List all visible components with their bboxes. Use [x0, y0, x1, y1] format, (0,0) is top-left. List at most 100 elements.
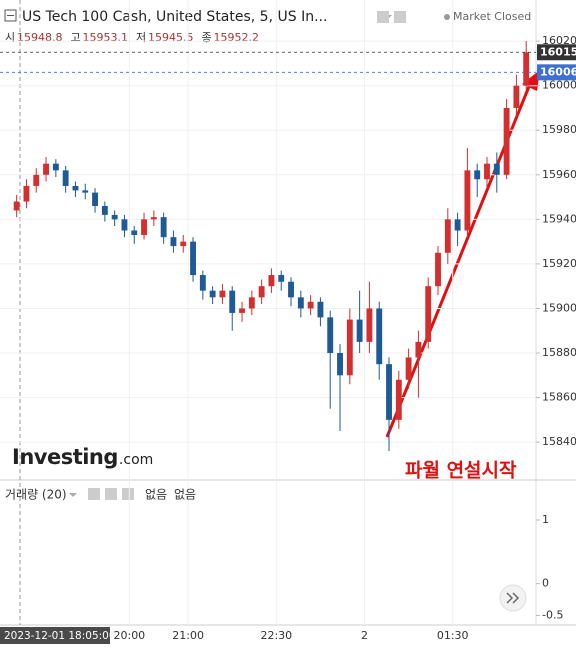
panel-icon[interactable] [88, 488, 100, 500]
candle-body [415, 341, 422, 358]
candle-body [209, 290, 216, 298]
candle-body [356, 319, 363, 342]
candle-body [13, 201, 20, 211]
settings-icon[interactable] [394, 11, 406, 23]
candle-body [62, 170, 69, 186]
candle-body [395, 379, 402, 420]
watermark: Investing [12, 445, 118, 469]
ohlc-label: 종 [202, 31, 212, 44]
collapse-icon[interactable] [4, 9, 17, 22]
candle-body [258, 286, 265, 298]
panel-value: 없음 [174, 488, 196, 502]
candle-body [33, 174, 40, 186]
candle-body [52, 163, 59, 171]
x-tick-label: 21:00 [172, 629, 204, 642]
candle-body [346, 319, 353, 376]
status-dot [444, 14, 450, 20]
candle-body [101, 205, 108, 215]
candle-body [307, 301, 314, 309]
candle-body [444, 219, 451, 253]
candle-body [170, 237, 177, 247]
price-label-box [537, 44, 576, 61]
y-tick-label: 15960 [542, 168, 576, 181]
x-tick-label: 2 [361, 629, 368, 642]
watermark-suffix: .com [119, 452, 153, 468]
candle-body [337, 353, 343, 376]
y-tick-label: 15980 [542, 123, 576, 136]
candle-body [268, 275, 275, 287]
candle-body [513, 85, 520, 108]
price-label-box [537, 64, 576, 81]
ohlc-value: 15945.5 [148, 31, 194, 44]
dropdown-icon[interactable] [69, 493, 77, 497]
panel-title: 거래량 (20) [5, 488, 67, 502]
candle-body [131, 230, 138, 235]
y-tick-label: 15880 [542, 346, 576, 359]
candle-body [160, 217, 167, 238]
candle-body [317, 301, 324, 318]
candle-body [229, 290, 236, 313]
price-label: 16006. [540, 65, 576, 78]
candle-body [219, 290, 226, 298]
x-tick-label: 20:00 [113, 629, 145, 642]
candle-body [454, 219, 461, 231]
candle-body [376, 308, 383, 365]
panel-icon[interactable] [105, 488, 117, 500]
candle-body [82, 190, 89, 193]
candle-body [92, 192, 98, 206]
candle-body [523, 52, 530, 86]
y-tick-label: 15900 [542, 301, 576, 314]
candle-body [111, 214, 118, 220]
candle-body [141, 219, 147, 235]
ohlc-label: 저 [136, 31, 146, 44]
candle-body [464, 170, 471, 231]
candle-body [150, 217, 157, 220]
candle-body [503, 107, 510, 175]
y-tick-label: 0 [542, 577, 549, 590]
panel-icon[interactable] [122, 488, 134, 500]
crosshair-label: 2023-12-01 18:05:00 [4, 630, 116, 642]
candle-body [327, 317, 334, 354]
market-status: Market Closed [453, 10, 531, 23]
y-tick-label: 1 [542, 513, 549, 526]
ohlc-value: 15953.1 [83, 31, 129, 44]
y-tick-label: 16020 [542, 34, 576, 47]
y-tick-label: -0.5 [542, 608, 563, 621]
candle-body [190, 241, 196, 276]
annotation: 파월 연설시작 [405, 460, 517, 482]
candle-body [366, 308, 373, 342]
scroll-icon [506, 592, 520, 604]
candle-body [199, 275, 206, 291]
y-tick-label: 16000. [542, 79, 576, 92]
candle-body [239, 308, 245, 313]
symbol-title: US Tech 100 Cash, United States, 5, US I… [22, 9, 327, 25]
price-label: 16015. [540, 45, 576, 58]
ohlc-value: 15952.2 [214, 31, 260, 44]
x-tick-label: 01:30 [437, 629, 469, 642]
y-tick-label: 15920 [542, 257, 576, 270]
candle-body [493, 163, 500, 175]
candle-body [72, 185, 79, 191]
panel-value: 없음 [145, 488, 167, 502]
y-tick-label: 15940 [542, 212, 576, 225]
candle-body [484, 163, 490, 180]
candle-body [278, 275, 285, 282]
ohlc-value: 15948.8 [17, 31, 63, 44]
candle-body [23, 185, 30, 202]
candle-body [386, 364, 392, 420]
candle-body [405, 357, 412, 380]
ohlc-label: 고 [71, 31, 81, 44]
candle-body [435, 252, 441, 287]
candle-body [474, 170, 481, 180]
candle-body [425, 286, 432, 342]
crosshair-label-box [0, 627, 110, 644]
candle-body [43, 163, 49, 175]
candle-body [180, 241, 187, 247]
ohlc-label: 시 [5, 31, 15, 44]
settings-icon[interactable] [377, 11, 389, 23]
y-tick-label: 15840 [542, 435, 576, 448]
y-tick-label: 15860 [542, 391, 576, 404]
